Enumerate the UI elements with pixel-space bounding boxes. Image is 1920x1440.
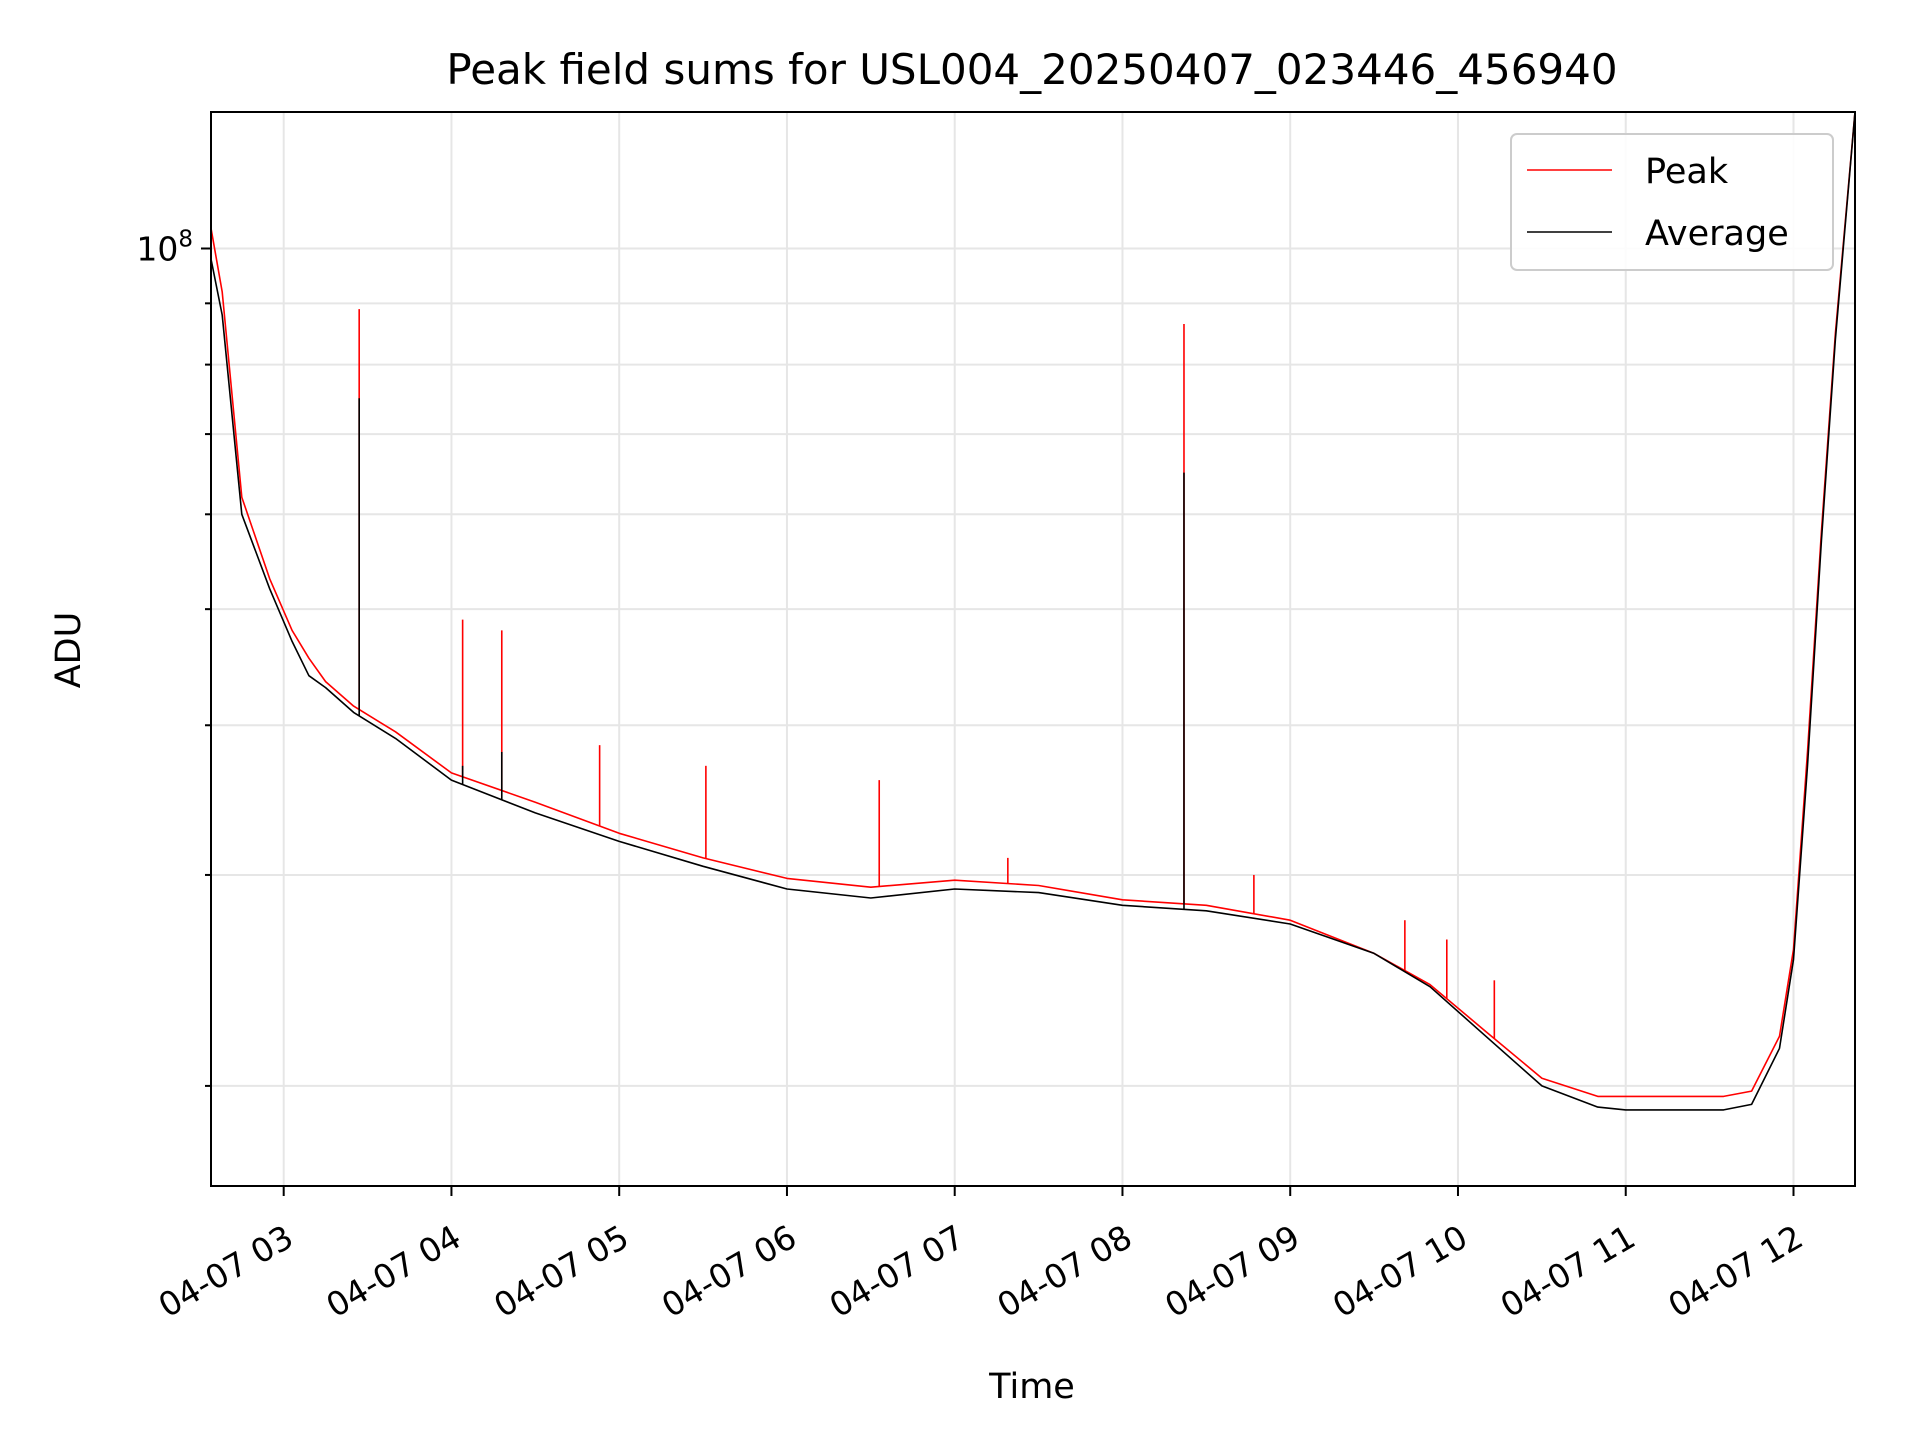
plot-frame	[210, 111, 1856, 1187]
y-axis-label: ADU	[49, 612, 89, 689]
legend-box	[1510, 133, 1834, 271]
x-axis-label: Time	[988, 1367, 1075, 1407]
legend: Peak Average	[1510, 133, 1834, 271]
y-tick-label: 108	[136, 227, 193, 269]
chart-title: Peak field sums for USL004_20250407_0234…	[446, 45, 1617, 94]
series-layer	[210, 111, 1856, 1111]
series-line-average	[210, 111, 1856, 1111]
y-axis-ticks: 108	[136, 227, 211, 1087]
legend-label-peak: Peak	[1645, 152, 1729, 192]
legend-label-average: Average	[1645, 214, 1789, 254]
series-line-peak	[210, 111, 1856, 1098]
